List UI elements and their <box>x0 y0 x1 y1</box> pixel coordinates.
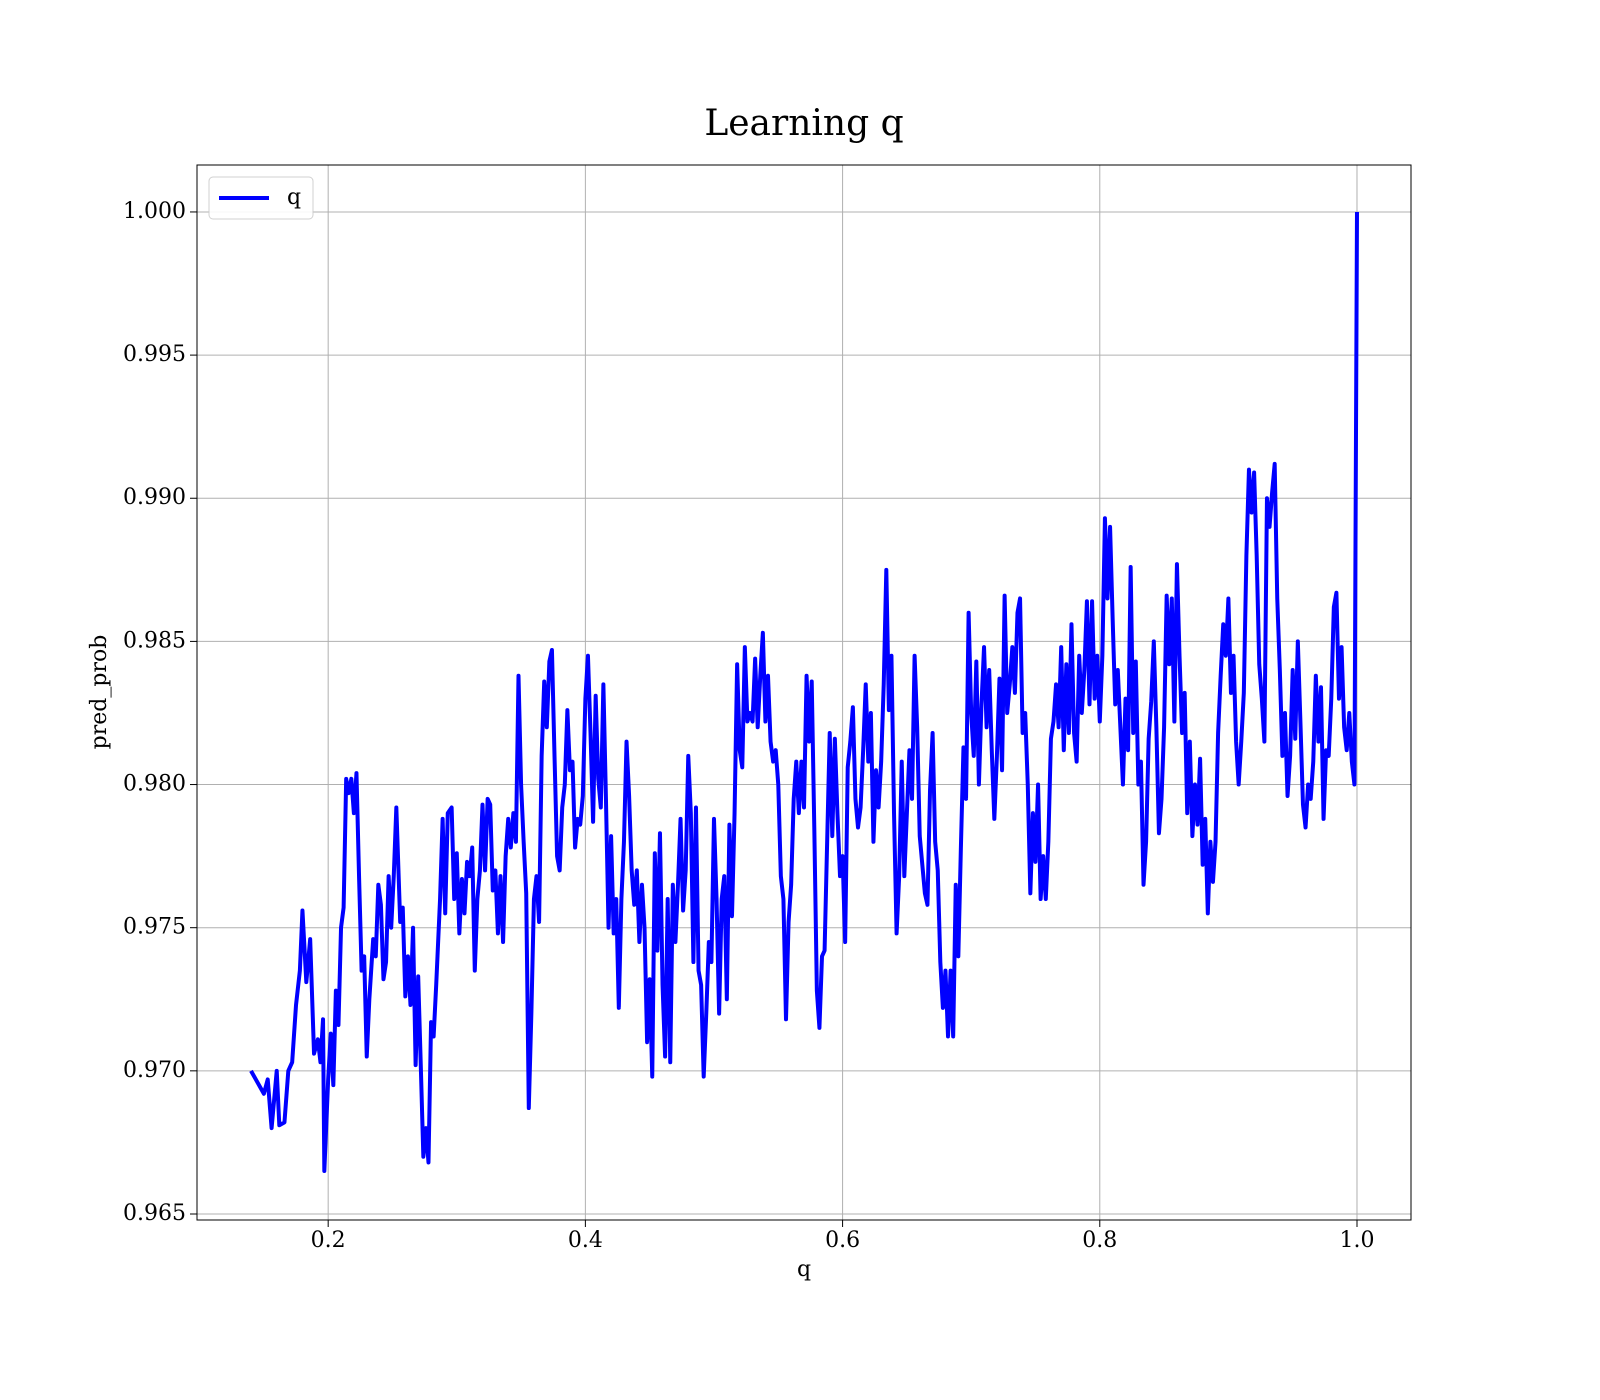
y-tick-label: 0.995 <box>123 342 186 367</box>
plot-frame <box>196 164 1412 1221</box>
y-tick-label: 0.990 <box>123 485 186 510</box>
legend-label: q <box>287 185 301 210</box>
chart-title: Learning q <box>704 103 903 144</box>
x-tick-label: 0.2 <box>311 1228 346 1253</box>
x-tick-label: 0.6 <box>825 1228 860 1253</box>
y-tick-label: 0.980 <box>123 772 186 797</box>
y-tick-label: 0.985 <box>123 628 186 653</box>
data-line <box>249 211 1359 1174</box>
y-tick-label: 0.975 <box>123 915 186 940</box>
y-axis-label: pred_prob <box>87 635 112 750</box>
x-tick-label: 0.8 <box>1082 1228 1117 1253</box>
y-tick-label: 0.970 <box>123 1058 186 1083</box>
x-tick-label: 1.0 <box>1339 1228 1374 1253</box>
y-tick-label: 0.965 <box>123 1201 186 1226</box>
y-tick-label: 1.000 <box>123 199 186 224</box>
x-tick-label: 0.4 <box>568 1228 603 1253</box>
x-axis-label: q <box>797 1257 811 1282</box>
